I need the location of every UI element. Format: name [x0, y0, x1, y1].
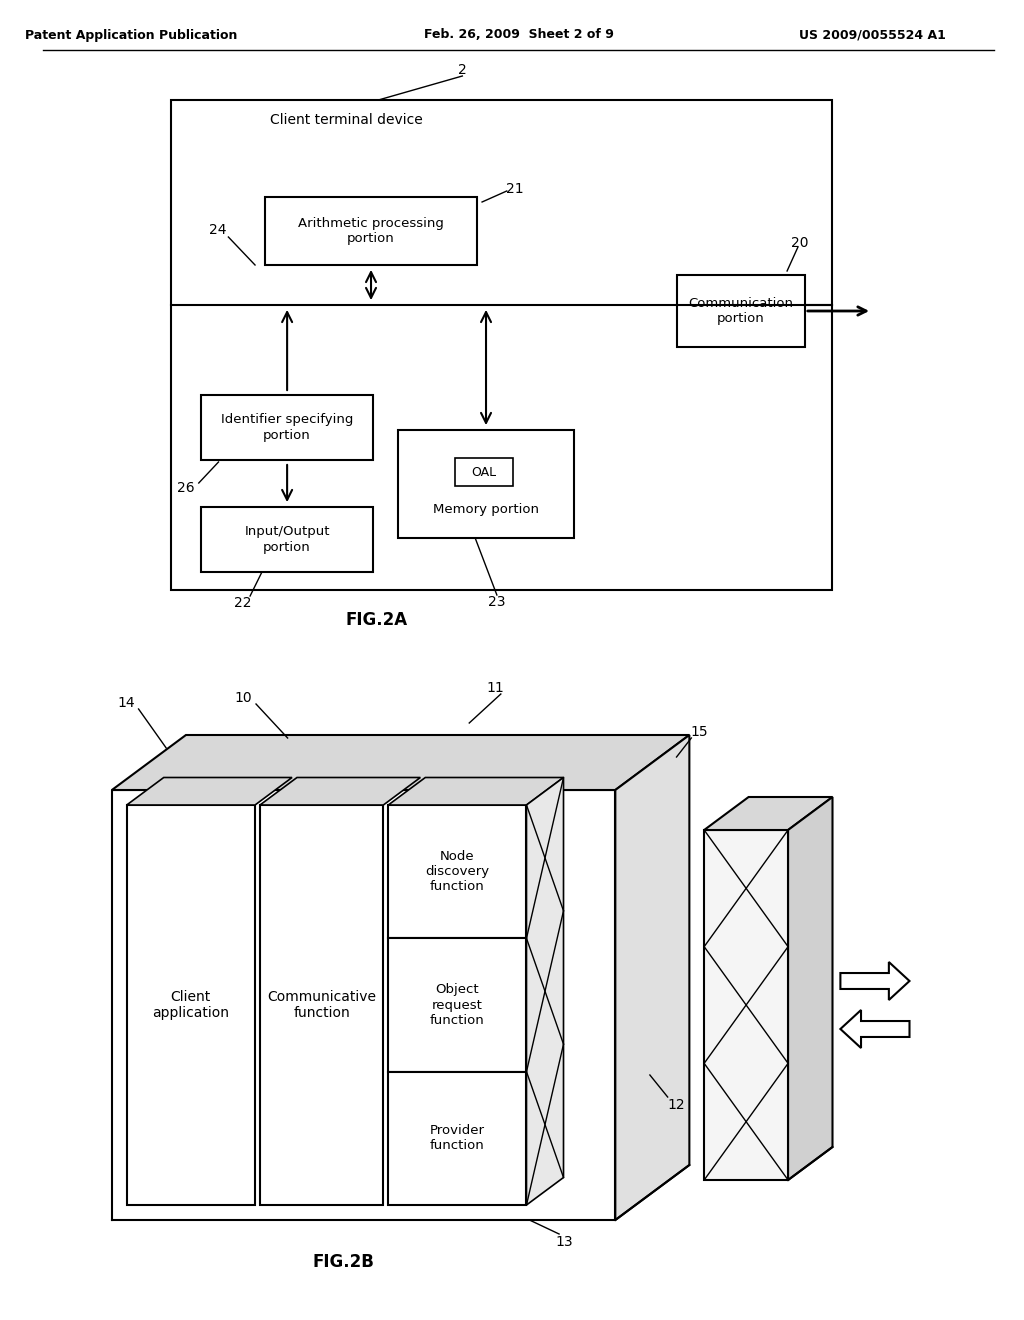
- Text: 20: 20: [792, 236, 809, 249]
- Polygon shape: [127, 777, 292, 805]
- FancyBboxPatch shape: [705, 830, 788, 1180]
- Polygon shape: [526, 777, 563, 1205]
- Text: Input/Output
portion: Input/Output portion: [245, 525, 330, 553]
- Text: Communication
portion: Communication portion: [688, 297, 794, 325]
- Text: 23: 23: [488, 595, 506, 609]
- Text: 24: 24: [209, 223, 226, 238]
- FancyBboxPatch shape: [201, 395, 374, 459]
- Text: Arithmetic processing
portion: Arithmetic processing portion: [298, 216, 444, 246]
- Text: 14: 14: [118, 696, 135, 710]
- Polygon shape: [112, 735, 689, 789]
- Text: Memory portion: Memory portion: [433, 503, 539, 516]
- FancyBboxPatch shape: [456, 458, 513, 486]
- Text: 26: 26: [177, 480, 195, 495]
- FancyBboxPatch shape: [398, 430, 573, 539]
- Text: FIG.2A: FIG.2A: [345, 611, 408, 630]
- FancyBboxPatch shape: [677, 275, 805, 347]
- FancyBboxPatch shape: [171, 100, 833, 590]
- Text: Node
discovery
function: Node discovery function: [425, 850, 489, 894]
- Text: Provider
function: Provider function: [430, 1125, 485, 1152]
- Text: 13: 13: [555, 1236, 572, 1249]
- Text: Client
application: Client application: [153, 990, 229, 1020]
- Text: FIG.2B: FIG.2B: [313, 1253, 375, 1271]
- Polygon shape: [788, 797, 833, 1180]
- Text: Object
request
function: Object request function: [430, 983, 484, 1027]
- FancyBboxPatch shape: [388, 805, 526, 939]
- Text: Identifier specifying
portion: Identifier specifying portion: [221, 413, 353, 441]
- Text: Client terminal device: Client terminal device: [270, 114, 423, 127]
- Polygon shape: [388, 777, 563, 805]
- Text: 2: 2: [458, 63, 467, 77]
- Text: Communicative
function: Communicative function: [267, 990, 376, 1020]
- Text: 15: 15: [690, 725, 708, 739]
- Text: Patent Application Publication: Patent Application Publication: [26, 29, 238, 41]
- Polygon shape: [705, 797, 833, 830]
- FancyBboxPatch shape: [388, 939, 526, 1072]
- FancyBboxPatch shape: [260, 805, 383, 1205]
- FancyBboxPatch shape: [265, 197, 477, 265]
- Polygon shape: [841, 1010, 909, 1048]
- Polygon shape: [615, 735, 689, 1220]
- Text: OAL: OAL: [471, 466, 497, 479]
- Text: 10: 10: [234, 690, 252, 705]
- Text: Feb. 26, 2009  Sheet 2 of 9: Feb. 26, 2009 Sheet 2 of 9: [424, 29, 613, 41]
- FancyBboxPatch shape: [127, 805, 255, 1205]
- FancyBboxPatch shape: [388, 1072, 526, 1205]
- Text: 12: 12: [668, 1098, 685, 1111]
- Text: 21: 21: [506, 182, 523, 195]
- Polygon shape: [841, 962, 909, 1001]
- Text: 11: 11: [486, 681, 504, 696]
- Text: US 2009/0055524 A1: US 2009/0055524 A1: [799, 29, 945, 41]
- Polygon shape: [260, 777, 421, 805]
- Text: 22: 22: [234, 597, 252, 610]
- FancyBboxPatch shape: [201, 507, 374, 572]
